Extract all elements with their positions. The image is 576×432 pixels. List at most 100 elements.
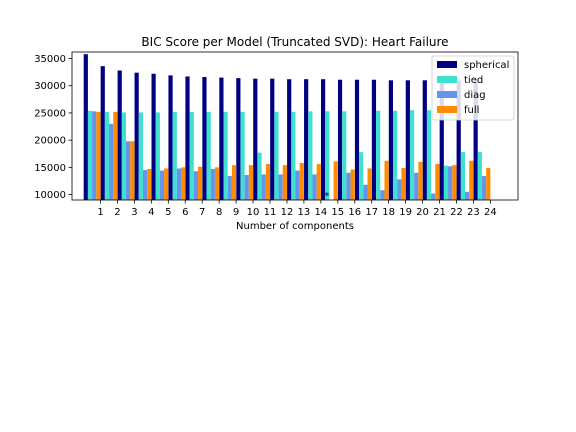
bar-tied-1 (87, 110, 93, 200)
bar-spherical-10 (236, 78, 241, 200)
bar-diag-9 (227, 176, 232, 200)
bar-diag-22 (448, 166, 453, 200)
bars-layer (83, 54, 491, 201)
axes-border (71, 51, 519, 201)
bar-diag-8 (210, 168, 215, 200)
x-tick-label: 16 (348, 207, 361, 218)
x-tick-label: 17 (365, 207, 378, 218)
bar-tied-20 (409, 110, 415, 200)
bar-full-17 (367, 168, 372, 200)
bar-tied-11 (257, 152, 262, 200)
bar-diag-17 (363, 184, 368, 200)
bar-tied-9 (223, 111, 228, 200)
legend-swatch-diag (437, 91, 457, 98)
bar-diag-11 (261, 174, 266, 200)
x-axis-ticks: 1 2 3 4 5 6 7 8 9 10 11 12 13 14 15 16 17 18 19 20 21 22 23 24 (97, 200, 497, 218)
y-tick-label: 20000 (34, 136, 66, 147)
y-tick-label: 15000 (34, 163, 66, 174)
y-tick-label: 10000 (34, 190, 66, 201)
bar-diag-24 (481, 176, 487, 200)
x-tick-label: 5 (165, 207, 171, 218)
y-tick-label: 30000 (34, 81, 66, 92)
x-tick-label: 7 (199, 207, 205, 218)
bar-spherical-21 (422, 80, 427, 200)
legend-swatch-spherical (437, 61, 457, 68)
bar-diag-19 (397, 179, 402, 200)
bar-tied-13 (291, 111, 296, 200)
bar-spherical-15 (321, 79, 326, 200)
bar-tied-4 (138, 112, 143, 200)
best-model-marker: * (324, 191, 329, 202)
x-tick-label: 10 (247, 207, 260, 218)
bar-spherical-22 (439, 80, 444, 200)
x-tick-label: 24 (484, 207, 497, 218)
bar-diag-6 (176, 168, 182, 200)
x-tick-label: 19 (399, 207, 412, 218)
x-tick-label: 22 (450, 207, 463, 218)
bar-full-7 (198, 166, 203, 200)
x-tick-label: 3 (131, 207, 137, 218)
bar-diag-16 (346, 172, 351, 200)
bar-diag-2 (109, 123, 114, 200)
bar-diag-21 (431, 193, 436, 200)
bar-tied-5 (155, 112, 160, 200)
x-axis-label: Number of components (236, 221, 354, 232)
legend-label-diag: diag (464, 90, 486, 101)
bar-diag-4 (142, 170, 148, 200)
bar-tied-8 (206, 111, 211, 200)
bar-full-13 (299, 163, 304, 200)
bar-full-18 (384, 160, 389, 200)
bar-diag-13 (295, 170, 300, 200)
x-tick-label: 9 (233, 207, 239, 218)
legend-label-spherical: spherical (464, 60, 509, 71)
bar-spherical-14 (304, 79, 309, 200)
bar-spherical-16 (337, 79, 343, 200)
bar-full-21 (435, 164, 440, 200)
x-tick-label: 1 (97, 207, 103, 218)
chart-title: BIC Score per Model (Truncated SVD): Hea… (141, 35, 448, 49)
bar-spherical-5 (151, 73, 156, 200)
legend-swatch-full (437, 106, 457, 113)
legend-label-full: full (464, 105, 479, 116)
bar-diag-18 (380, 190, 385, 200)
bar-full-24 (486, 167, 491, 200)
bar-diag-10 (244, 174, 249, 200)
bar-spherical-18 (371, 79, 377, 200)
bar-diag-7 (193, 171, 198, 200)
bar-spherical-23 (456, 80, 461, 200)
bar-tied-6 (172, 111, 177, 200)
bar-tied-16 (342, 111, 347, 200)
bar-spherical-8 (202, 77, 207, 200)
bar-spherical-17 (354, 79, 360, 200)
bar-spherical-11 (253, 78, 258, 200)
bar-full-11 (265, 164, 270, 200)
bar-tied-24 (477, 152, 482, 200)
bar-full-9 (231, 165, 237, 200)
bar-full-16 (350, 169, 355, 200)
legend-label-tied: tied (464, 75, 483, 86)
bar-full-8 (214, 167, 220, 200)
bar-tied-19 (393, 110, 398, 200)
legend: spherical tied diag full (431, 55, 515, 121)
bar-full-15 (333, 161, 338, 200)
bar-full-5 (164, 168, 169, 200)
bar-tied-18 (376, 110, 381, 200)
axes-frame (71, 51, 519, 201)
bar-tied-17 (359, 152, 364, 200)
bar-spherical-7 (185, 76, 190, 200)
bar-diag-23 (465, 191, 470, 200)
bar-tied-23 (460, 152, 465, 200)
bar-spherical-9 (219, 77, 224, 200)
x-tick-label: 21 (433, 207, 446, 218)
y-tick-label: 35000 (34, 54, 66, 65)
bar-tied-12 (274, 111, 279, 200)
x-tick-label: 11 (264, 207, 277, 218)
bar-full-4 (147, 168, 152, 200)
bar-full-14 (316, 164, 321, 200)
bar-full-12 (282, 165, 287, 200)
x-tick-label: 4 (148, 207, 154, 218)
x-tick-label: 23 (467, 207, 480, 218)
bar-full-22 (452, 165, 457, 200)
x-tick-label: 14 (314, 207, 327, 218)
bar-spherical-24 (473, 80, 478, 200)
